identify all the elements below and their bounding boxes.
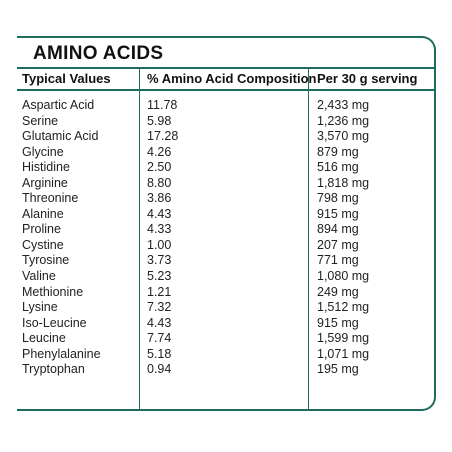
composition-value: 1.21: [147, 284, 172, 299]
composition-value: 4.33: [147, 222, 172, 237]
serving-value: 207 mg: [317, 237, 359, 252]
serving-value: 1,818 mg: [317, 175, 370, 190]
serving-value: 1,236 mg: [317, 113, 370, 128]
amino-acid-name: Leucine: [22, 331, 66, 346]
composition-value: 0.94: [147, 362, 172, 377]
amino-acid-name: Phenylalanine: [22, 346, 101, 361]
composition-value: 7.74: [147, 331, 172, 346]
serving-value: 879 mg: [317, 144, 359, 159]
table-row: Histidine 2.50 516 mg: [0, 160, 452, 176]
amino-acid-name: Alanine: [22, 206, 64, 221]
serving-value: 1,599 mg: [317, 331, 370, 346]
composition-value: 4.26: [147, 144, 172, 159]
table-row: Cystine 1.00 207 mg: [0, 238, 452, 254]
composition-value: 2.50: [147, 160, 172, 175]
serving-value: 3,570 mg: [317, 129, 370, 144]
composition-value: 3.86: [147, 191, 172, 206]
amino-acid-name: Proline: [22, 222, 61, 237]
table-row: Glycine 4.26 879 mg: [0, 145, 452, 161]
header-composition: % Amino Acid Composition: [147, 71, 317, 86]
table-row: Threonine 3.86 798 mg: [0, 191, 452, 207]
table-frame: [17, 36, 436, 411]
composition-value: 5.98: [147, 113, 172, 128]
table-row: Arginine 8.80 1,818 mg: [0, 176, 452, 192]
table-row: Lysine 7.32 1,512 mg: [0, 300, 452, 316]
serving-value: 1,080 mg: [317, 269, 370, 284]
amino-acid-name: Glutamic Acid: [22, 129, 99, 144]
header-rule-bottom: [17, 89, 434, 91]
serving-value: 915 mg: [317, 315, 359, 330]
serving-value: 1,512 mg: [317, 300, 370, 315]
header-per-serving: Per 30 g serving: [317, 71, 418, 86]
amino-acid-name: Histidine: [22, 160, 70, 175]
composition-value: 3.73: [147, 253, 172, 268]
composition-value: 17.28: [147, 129, 179, 144]
composition-value: 7.32: [147, 300, 172, 315]
table-row: Glutamic Acid 17.28 3,570 mg: [0, 129, 452, 145]
serving-value: 2,433 mg: [317, 98, 370, 112]
serving-value: 1,071 mg: [317, 346, 370, 361]
serving-value: 195 mg: [317, 362, 359, 377]
table-row: Valine 5.23 1,080 mg: [0, 269, 452, 285]
composition-value: 4.43: [147, 315, 172, 330]
amino-acid-name: Glycine: [22, 144, 64, 159]
amino-acid-name: Cystine: [22, 237, 64, 252]
amino-acid-name: Lysine: [22, 300, 58, 315]
amino-acid-name: Tyrosine: [22, 253, 70, 268]
serving-value: 894 mg: [317, 222, 359, 237]
table-row: Serine 5.98 1,236 mg: [0, 114, 452, 130]
table-row: Methionine 1.21 249 mg: [0, 285, 452, 301]
amino-acid-name: Valine: [22, 269, 56, 284]
composition-value: 8.80: [147, 175, 172, 190]
table-row: Phenylalanine 5.18 1,071 mg: [0, 347, 452, 363]
composition-value: 1.00: [147, 237, 172, 252]
serving-value: 771 mg: [317, 253, 359, 268]
serving-value: 249 mg: [317, 284, 359, 299]
table-row: Tyrosine 3.73 771 mg: [0, 253, 452, 269]
table-row: Leucine 7.74 1,599 mg: [0, 331, 452, 347]
table-row: Aspartic Acid 11.78 2,433 mg: [0, 98, 452, 114]
amino-acid-name: Arginine: [22, 175, 68, 190]
table-row: Iso-Leucine 4.43 915 mg: [0, 316, 452, 332]
composition-value: 5.23: [147, 269, 172, 284]
header-rule-top: [17, 67, 434, 69]
column-divider-1: [139, 68, 140, 409]
table-title: AMINO ACIDS: [33, 43, 164, 64]
amino-acid-name: Threonine: [22, 191, 79, 206]
table-body: Aspartic Acid 11.78 2,433 mg Serine 5.98 1,23…: [0, 98, 452, 378]
amino-acid-name: Serine: [22, 113, 59, 128]
table-row: Proline 4.33 894 mg: [0, 222, 452, 238]
composition-value: 4.43: [147, 206, 172, 221]
amino-acid-name: Tryptophan: [22, 362, 85, 377]
header-typical-values: Typical Values: [22, 71, 111, 86]
serving-value: 915 mg: [317, 206, 359, 221]
serving-value: 798 mg: [317, 191, 359, 206]
serving-value: 516 mg: [317, 160, 359, 175]
amino-acid-name: Iso-Leucine: [22, 315, 87, 330]
amino-acid-name: Aspartic Acid: [22, 98, 95, 112]
column-divider-2: [308, 68, 309, 409]
table-row: Alanine 4.43 915 mg: [0, 207, 452, 223]
amino-acid-name: Methionine: [22, 284, 84, 299]
table-row: Tryptophan 0.94 195 mg: [0, 362, 452, 378]
composition-value: 11.78: [147, 98, 178, 112]
composition-value: 5.18: [147, 346, 172, 361]
